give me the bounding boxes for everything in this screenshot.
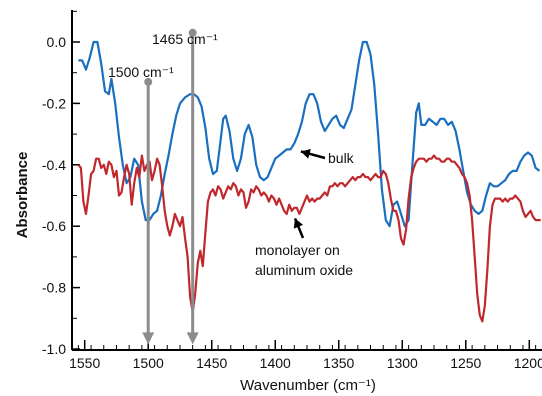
x-tick-label: 1550 xyxy=(69,355,100,371)
monolayer-label-line2: aluminum oxide xyxy=(255,262,353,278)
bulk-label: bulk xyxy=(328,150,355,166)
series-layer xyxy=(77,40,541,323)
x-tick-label: 1200 xyxy=(514,355,542,371)
y-tick-label: -0.4 xyxy=(42,157,66,173)
peak-1465-label: 1465 cm⁻¹ xyxy=(152,31,218,47)
y-tick-label: 0.0 xyxy=(47,34,67,50)
y-tick-label: -0.6 xyxy=(42,218,66,234)
peak-marker-arrowhead xyxy=(142,332,155,345)
x-tick-label: 1250 xyxy=(450,355,481,371)
series-line-bulk xyxy=(78,40,541,228)
series-line-monolayer xyxy=(77,154,541,323)
peak-marker-arrowhead xyxy=(186,332,199,345)
peak-1500-label: 1500 cm⁻¹ xyxy=(108,64,174,80)
x-axis-title: Wavenumber (cm⁻¹) xyxy=(240,377,376,394)
x-tick-label: 1350 xyxy=(323,355,354,371)
x-tick-label: 1500 xyxy=(133,355,164,371)
monolayer-label-line1: monolayer on xyxy=(255,242,340,258)
y-tick-label: -1.0 xyxy=(42,341,66,357)
y-axis-title: Absorbance xyxy=(14,152,31,239)
y-tick-label: -0.8 xyxy=(42,280,66,296)
x-tick-label: 1300 xyxy=(387,355,418,371)
x-tick-label: 1450 xyxy=(196,355,227,371)
bulk-arrow-head xyxy=(300,148,311,159)
peak-marker-dot xyxy=(188,28,197,37)
peak-marker-layer xyxy=(142,28,326,345)
peak-marker-dot xyxy=(144,77,153,86)
x-tick-label: 1400 xyxy=(260,355,291,371)
monolayer-arrow-head xyxy=(293,218,304,229)
y-tick-label: -0.2 xyxy=(42,95,66,111)
